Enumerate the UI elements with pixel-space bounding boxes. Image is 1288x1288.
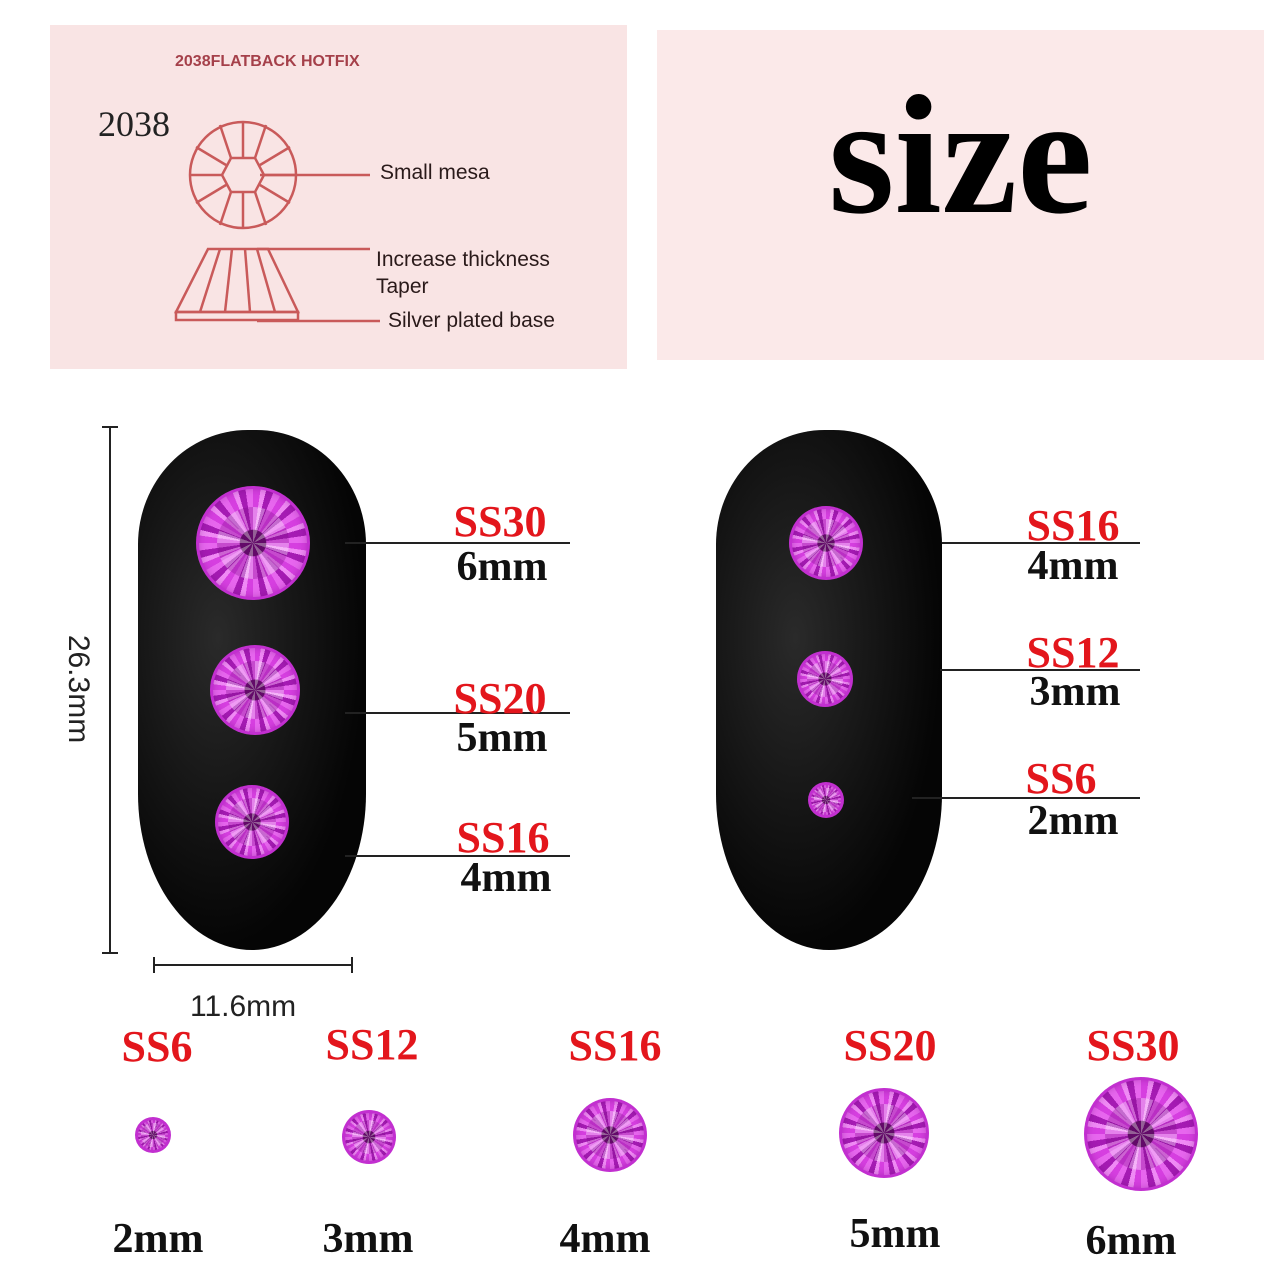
label-taper: Taper: [376, 275, 429, 298]
height-tick-top: [102, 426, 118, 428]
leader-line: [345, 712, 570, 714]
size-mm: 6mm: [456, 544, 548, 590]
gem-5mm: [839, 1088, 929, 1178]
leader-line: [345, 855, 570, 857]
size-mm: 6mm: [1085, 1218, 1177, 1264]
gem-6mm: [1084, 1077, 1198, 1191]
size-code: SS30: [1086, 1021, 1180, 1070]
gem-ss16: [789, 506, 863, 580]
leader-line: [942, 542, 1140, 544]
height-dimension-line: [109, 427, 111, 954]
size-code: SS30: [453, 497, 547, 546]
height-label: 26.3mm: [62, 634, 96, 744]
label-small-mesa: Small mesa: [380, 161, 490, 184]
title-panel: size: [657, 30, 1264, 360]
gem-ss30: [196, 486, 310, 600]
diagram-heading: 2038FLATBACK HOTFIX: [175, 53, 360, 70]
size-mm: 3mm: [322, 1216, 414, 1262]
gem-ss6: [808, 782, 844, 818]
size-mm: 5mm: [849, 1211, 941, 1257]
size-code: SS16: [456, 813, 550, 862]
height-tick-bottom: [102, 952, 118, 954]
rhinestone-diagram: [173, 120, 380, 323]
size-mm: 4mm: [460, 855, 552, 901]
width-tick-left: [153, 957, 155, 973]
size-code: SS16: [568, 1021, 662, 1070]
size-code: SS20: [843, 1021, 937, 1070]
size-mm: 4mm: [1027, 543, 1119, 589]
size-code: SS6: [121, 1022, 193, 1071]
gem-ss12: [797, 651, 853, 707]
size-mm: 3mm: [1029, 669, 1121, 715]
label-increase-thickness: Increase thickness: [376, 248, 550, 271]
gem-3mm: [342, 1110, 396, 1164]
gem-2mm: [135, 1117, 171, 1153]
leader-line: [940, 669, 1140, 671]
width-label: 11.6mm: [190, 990, 297, 1023]
size-title: size: [828, 61, 1093, 249]
size-code: SS12: [325, 1020, 419, 1069]
model-number: 2038: [98, 104, 170, 144]
label-silver-plated-base: Silver plated base: [388, 309, 555, 332]
leader-line: [345, 542, 570, 544]
size-mm: 2mm: [112, 1216, 204, 1262]
size-mm: 5mm: [456, 715, 548, 761]
size-mm: 4mm: [559, 1216, 651, 1262]
size-code: SS12: [1026, 628, 1120, 677]
gem-ss16: [215, 785, 289, 859]
size-mm: 2mm: [1027, 798, 1119, 844]
gem-ss20: [210, 645, 300, 735]
size-code: SS20: [453, 674, 547, 723]
width-dimension-line: [153, 964, 353, 966]
gem-4mm: [573, 1098, 647, 1172]
size-code: SS16: [1026, 501, 1120, 550]
width-tick-right: [351, 957, 353, 973]
size-code: SS6: [1025, 754, 1097, 803]
diagram-panel: 2038FLATBACK HOTFIX 2038 Small mesa Incr…: [50, 25, 627, 369]
leader-line: [912, 797, 1140, 799]
